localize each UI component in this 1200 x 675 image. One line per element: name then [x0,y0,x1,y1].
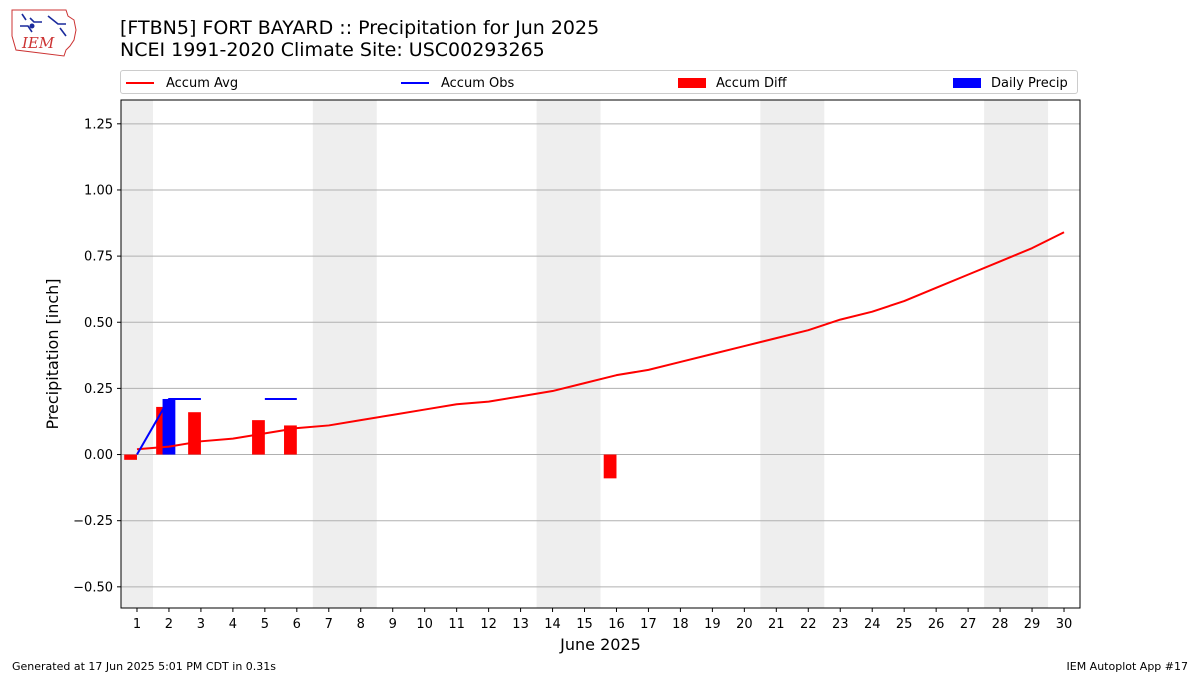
legend-label-accum-diff: Accum Diff [716,75,787,91]
accum-diff-bar-6 [284,425,297,455]
y-tick-label-2: 0.00 [84,448,113,463]
x-tick-label-20: 21 [768,617,785,632]
line-layer [136,231,1065,456]
daily-precip-bar-2 [162,398,176,455]
x-tick-label-12: 13 [512,617,529,632]
accum-obs-line-0 [136,397,201,456]
legend-item-accum-obs: Accum Obs [401,74,514,92]
x-tick-label-22: 23 [832,617,849,632]
chart-legend: Accum Avg Accum Obs Accum Diff Daily Pre… [120,70,1078,94]
footer-app-credit: IEM Autoplot App #17 [1066,660,1189,673]
x-tick-label-29: 30 [1056,617,1073,632]
legend-swatch-accum-obs [401,82,429,84]
chart-subtitle: NCEI 1991-2020 Climate Site: USC00293265 [120,39,545,61]
accum-diff-bar-5 [252,420,265,455]
legend-label-daily-precip: Daily Precip [991,75,1068,91]
x-tick-label-21: 22 [800,617,817,632]
x-tick-label-17: 18 [672,617,689,632]
accum-diff-bar-3 [188,412,201,455]
weekend-bands [121,100,1049,608]
weekend-band-0 [121,100,153,608]
x-tick-label-10: 11 [448,617,465,632]
x-tick-label-19: 20 [736,617,753,632]
x-tick-label-8: 9 [389,617,397,632]
accum-diff-bar-16 [603,454,617,479]
x-tick-label-4: 5 [261,617,269,632]
x-tick-label-1: 2 [165,617,173,632]
legend-item-accum-diff: Accum Diff [678,74,787,92]
weekend-band-2 [536,100,601,608]
weekend-band-1 [312,100,377,608]
y-tick-label-0: −0.50 [73,580,113,595]
iem-logo: IEM [11,9,77,57]
x-tick-label-0: 1 [133,617,141,632]
x-tick-label-23: 24 [864,617,881,632]
y-tick-label-7: 1.25 [84,117,113,132]
y-gridlines [121,123,1080,588]
legend-swatch-accum-diff [678,78,706,88]
y-tick-label-6: 1.00 [84,183,113,198]
x-tick-label-7: 8 [357,617,365,632]
x-tick-label-6: 7 [325,617,333,632]
x-tick-label-15: 16 [608,617,625,632]
x-tick-label-9: 10 [416,617,433,632]
legend-label-accum-obs: Accum Obs [441,75,515,91]
x-tick-label-26: 27 [960,617,977,632]
y-tick-label-1: −0.25 [73,514,113,529]
x-axis-label: June 2025 [559,635,641,654]
accum-avg-line-0 [136,231,1065,451]
accum-diff-bar-2 [156,406,169,455]
y-tick-label-4: 0.50 [84,316,113,331]
legend-item-accum-avg: Accum Avg [126,74,238,92]
y-axis-ticks: −0.50 −0.25 0.00 0.25 0.50 0.75 1.00 1.25 [73,117,121,595]
plot-frame [120,99,1081,609]
logo-text: IEM [21,34,55,52]
x-tick-label-27: 28 [992,617,1009,632]
legend-swatch-daily-precip [953,78,981,88]
y-axis-label: Precipitation [inch] [43,278,62,429]
x-tick-label-18: 19 [704,617,721,632]
x-tick-label-13: 14 [544,617,561,632]
y-tick-label-5: 0.75 [84,250,113,265]
x-tick-label-28: 29 [1024,617,1041,632]
weekend-band-3 [760,100,825,608]
x-tick-label-14: 15 [576,617,593,632]
x-tick-label-25: 26 [928,617,945,632]
x-tick-label-24: 25 [896,617,913,632]
footer-generated-text: Generated at 17 Jun 2025 5:01 PM CDT in … [12,660,277,673]
x-tick-label-16: 17 [640,617,657,632]
weekend-band-4 [984,100,1049,608]
x-tick-label-11: 12 [480,617,497,632]
x-tick-label-5: 6 [293,617,301,632]
legend-swatch-accum-avg [126,82,154,84]
x-tick-label-2: 3 [197,617,205,632]
legend-item-daily-precip: Daily Precip [953,74,1068,92]
bar-layer [124,398,617,479]
accum-diff-bar-1 [124,454,137,460]
legend-label-accum-avg: Accum Avg [166,75,239,91]
x-tick-label-3: 4 [229,617,237,632]
x-axis-ticks: 1 2 3 4 5 6 7 8 9 10 11 12 13 14 15 16 17 18 19 20 21 22 23 24 2… [133,608,1072,632]
y-tick-label-3: 0.25 [84,382,113,397]
chart-title: [FTBN5] FORT BAYARD :: Precipitation for… [120,17,600,39]
